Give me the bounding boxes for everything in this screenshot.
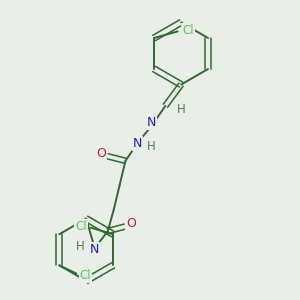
Text: O: O [126,218,136,230]
Text: Cl: Cl [75,220,87,233]
Text: N: N [146,116,156,129]
Text: H: H [177,103,185,116]
Text: Cl: Cl [80,269,91,282]
Text: H: H [147,140,156,153]
Text: N: N [89,243,99,256]
Text: O: O [96,147,106,160]
Text: N: N [133,137,142,150]
Text: H: H [76,240,85,253]
Text: Cl: Cl [182,24,194,37]
